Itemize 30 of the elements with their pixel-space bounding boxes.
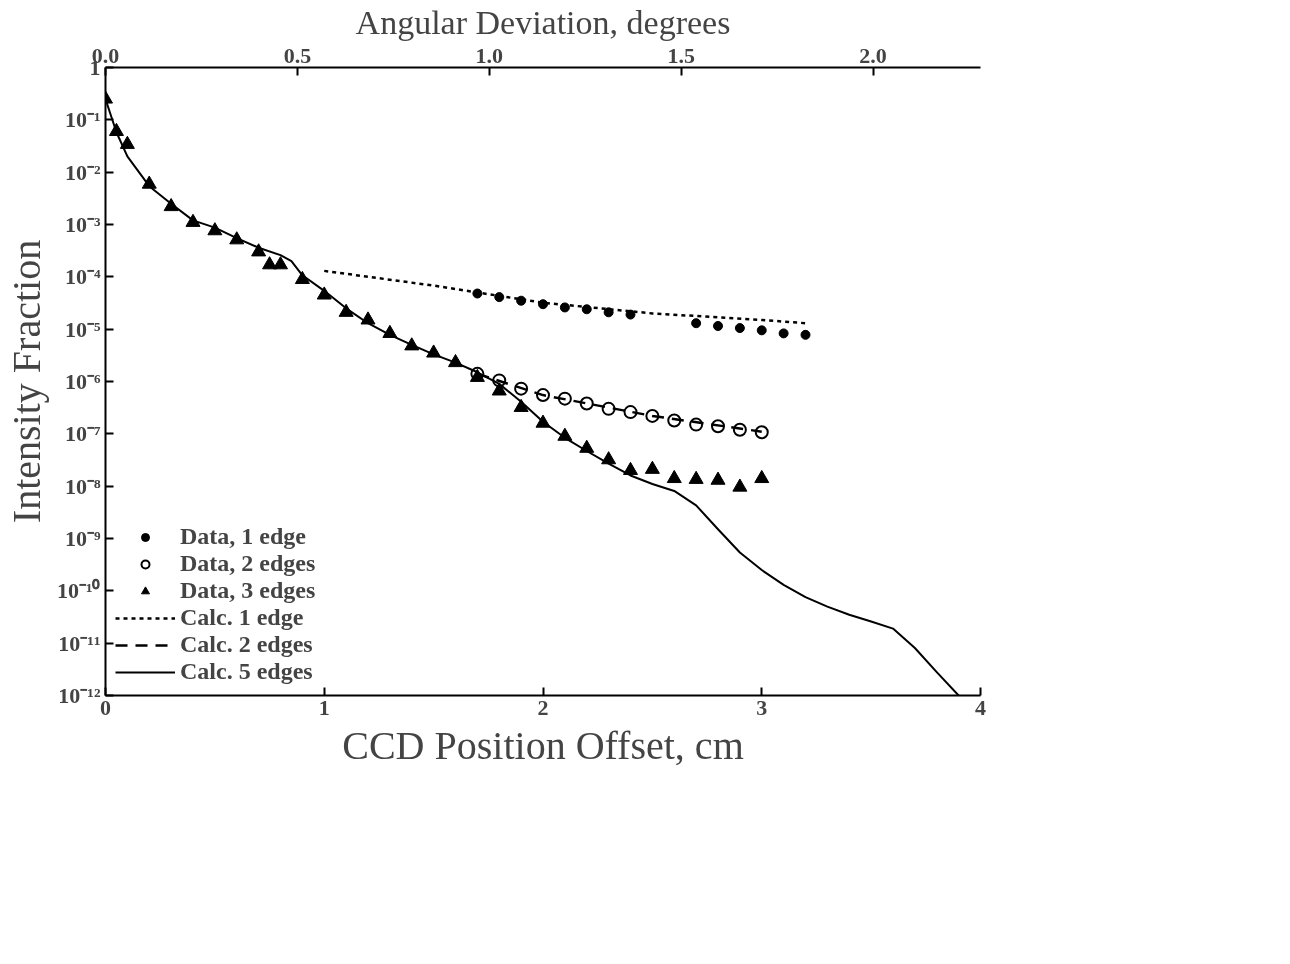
y-tick-label: 10⁻⁷ — [64, 421, 101, 447]
y-tick-label: 10⁻¹⁰ — [56, 578, 101, 604]
x-tick-label: 3 — [756, 694, 768, 720]
legend-label: Data, 3 edges — [180, 577, 316, 604]
y-tick-label: 10⁻¹² — [58, 683, 101, 708]
y-tick-label: 10⁻⁹ — [64, 526, 101, 551]
legend-label: Calc. 2 edges — [180, 631, 313, 658]
x2-axis-title: Angular Deviation, degrees — [355, 3, 731, 41]
y-tick-label: 10⁻⁵ — [64, 316, 101, 342]
y-tick-label: 10⁻⁶ — [64, 369, 101, 394]
x-tick-label: 4 — [975, 694, 986, 720]
y-axis-title: Intensity Fraction — [3, 239, 49, 524]
x-tick-label: 1 — [318, 694, 330, 720]
y-tick-label: 10⁻⁴ — [64, 264, 101, 290]
y-tick-label: 10⁻⁸ — [64, 473, 101, 499]
y-tick-label: 10⁻² — [64, 159, 101, 185]
x2-tick-label: 1.0 — [475, 42, 504, 68]
y-tick-label: 10⁻¹ — [64, 107, 101, 133]
legend-label: Calc. 1 edge — [180, 604, 304, 631]
x-tick-label: 2 — [537, 694, 549, 720]
y-tick-label: 10⁻¹¹ — [58, 630, 101, 656]
x2-tick-label: 2.0 — [859, 42, 887, 68]
legend-label: Data, 2 edges — [180, 550, 316, 577]
x2-tick-label: 1.5 — [667, 42, 695, 68]
y-tick-label: 10⁻³ — [64, 212, 101, 237]
x-axis-title: CCD Position Offset, cm — [342, 722, 744, 768]
x2-tick-label: 0.5 — [283, 42, 312, 68]
legend-label: Data, 1 edge — [180, 523, 306, 550]
x-tick-label: 0 — [100, 694, 111, 720]
legend-label: Calc. 5 edges — [180, 658, 313, 685]
